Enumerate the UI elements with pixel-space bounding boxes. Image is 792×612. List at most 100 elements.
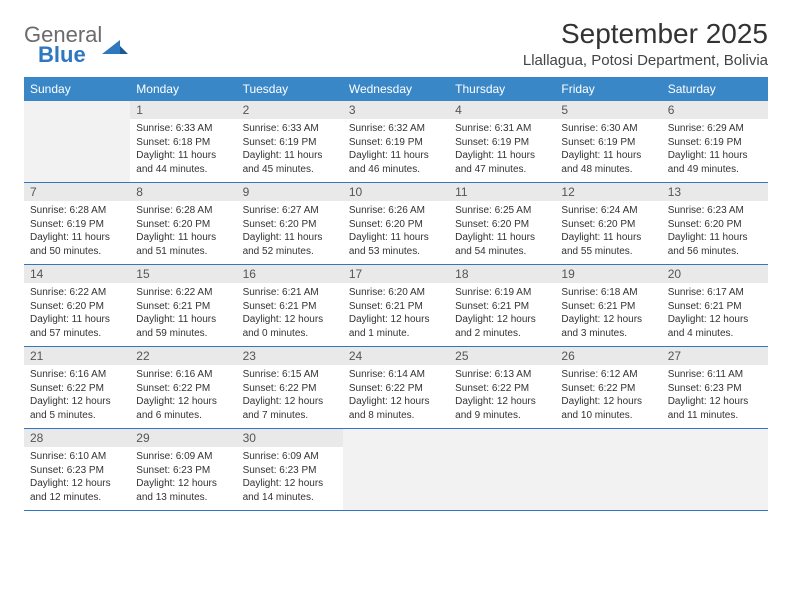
sunset-text: Sunset: 6:23 PM: [136, 464, 230, 478]
calendar-cell: [662, 429, 768, 510]
day-number: 29: [130, 429, 236, 447]
sunrise-text: Sunrise: 6:26 AM: [349, 204, 443, 218]
day-info: Sunrise: 6:09 AMSunset: 6:23 PMDaylight:…: [243, 450, 337, 504]
daylight-text: Daylight: 11 hours and 54 minutes.: [455, 231, 549, 258]
logo-mark-icon: [102, 36, 128, 58]
day-header-mon: Monday: [130, 77, 236, 101]
sunset-text: Sunset: 6:20 PM: [668, 218, 762, 232]
daylight-text: Daylight: 12 hours and 9 minutes.: [455, 395, 549, 422]
daylight-text: Daylight: 11 hours and 50 minutes.: [30, 231, 124, 258]
sunset-text: Sunset: 6:19 PM: [455, 136, 549, 150]
daylight-text: Daylight: 11 hours and 52 minutes.: [243, 231, 337, 258]
day-info: Sunrise: 6:26 AMSunset: 6:20 PMDaylight:…: [349, 204, 443, 258]
day-number: 18: [449, 265, 555, 283]
day-number: 15: [130, 265, 236, 283]
day-info: Sunrise: 6:29 AMSunset: 6:19 PMDaylight:…: [668, 122, 762, 176]
calendar-cell: 6 Sunrise: 6:29 AMSunset: 6:19 PMDaylight…: [662, 101, 768, 182]
week-row: 14Sunrise: 6:22 AMSunset: 6:20 PMDayligh…: [24, 265, 768, 347]
day-header-wed: Wednesday: [343, 77, 449, 101]
day-info: Sunrise: 6:09 AMSunset: 6:23 PMDaylight:…: [136, 450, 230, 504]
calendar-cell: 19Sunrise: 6:18 AMSunset: 6:21 PMDayligh…: [555, 265, 661, 346]
day-info: Sunrise: 6:22 AMSunset: 6:21 PMDaylight:…: [136, 286, 230, 340]
daylight-text: Daylight: 11 hours and 53 minutes.: [349, 231, 443, 258]
day-header-thu: Thursday: [449, 77, 555, 101]
calendar-cell: 14Sunrise: 6:22 AMSunset: 6:20 PMDayligh…: [24, 265, 130, 346]
calendar-cell: 24Sunrise: 6:14 AMSunset: 6:22 PMDayligh…: [343, 347, 449, 428]
calendar-cell: 28Sunrise: 6:10 AMSunset: 6:23 PMDayligh…: [24, 429, 130, 510]
calendar-cell: 18Sunrise: 6:19 AMSunset: 6:21 PMDayligh…: [449, 265, 555, 346]
day-number: 30: [237, 429, 343, 447]
daylight-text: Daylight: 12 hours and 5 minutes.: [30, 395, 124, 422]
calendar-cell: 1Sunrise: 6:33 AMSunset: 6:18 PMDaylight…: [130, 101, 236, 182]
calendar-cell: 30 Sunrise: 6:09 AMSunset: 6:23 PMDayligh…: [237, 429, 343, 510]
sunrise-text: Sunrise: 6:09 AM: [243, 450, 337, 464]
daylight-text: Daylight: 12 hours and 0 minutes.: [243, 313, 337, 340]
day-info: Sunrise: 6:25 AMSunset: 6:20 PMDaylight:…: [455, 204, 549, 258]
sunrise-text: Sunrise: 6:28 AM: [30, 204, 124, 218]
calendar-cell: 11Sunrise: 6:25 AMSunset: 6:20 PMDayligh…: [449, 183, 555, 264]
sunrise-text: Sunrise: 6:30 AM: [561, 122, 655, 136]
day-number: 25: [449, 347, 555, 365]
logo-text: General Blue: [24, 24, 102, 66]
day-number: 28: [24, 429, 130, 447]
sunrise-text: Sunrise: 6:09 AM: [136, 450, 230, 464]
sunrise-text: Sunrise: 6:25 AM: [455, 204, 549, 218]
day-number: 6: [662, 101, 768, 119]
sunset-text: Sunset: 6:22 PM: [136, 382, 230, 396]
daylight-text: Daylight: 12 hours and 2 minutes.: [455, 313, 549, 340]
daylight-text: Daylight: 11 hours and 47 minutes.: [455, 149, 549, 176]
sunset-text: Sunset: 6:19 PM: [349, 136, 443, 150]
calendar-cell: 2Sunrise: 6:33 AMSunset: 6:19 PMDaylight…: [237, 101, 343, 182]
day-header-row: Sunday Monday Tuesday Wednesday Thursday…: [24, 77, 768, 101]
sunrise-text: Sunrise: 6:24 AM: [561, 204, 655, 218]
day-number: 21: [24, 347, 130, 365]
daylight-text: Daylight: 11 hours and 49 minutes.: [668, 149, 762, 176]
calendar-cell: 10Sunrise: 6:26 AMSunset: 6:20 PMDayligh…: [343, 183, 449, 264]
sunset-text: Sunset: 6:23 PM: [668, 382, 762, 396]
day-number: 23: [237, 347, 343, 365]
sunset-text: Sunset: 6:20 PM: [30, 300, 124, 314]
day-number: 3: [343, 101, 449, 119]
location: Llallagua, Potosi Department, Bolivia: [523, 52, 768, 69]
calendar-cell: 29 Sunrise: 6:09 AMSunset: 6:23 PMDayligh…: [130, 429, 236, 510]
day-info: Sunrise: 6:11 AMSunset: 6:23 PMDaylight:…: [668, 368, 762, 422]
weeks-container: 1Sunrise: 6:33 AMSunset: 6:18 PMDaylight…: [24, 101, 768, 511]
sunset-text: Sunset: 6:21 PM: [668, 300, 762, 314]
day-info: Sunrise: 6:23 AMSunset: 6:20 PMDaylight:…: [668, 204, 762, 258]
day-info: Sunrise: 6:15 AMSunset: 6:22 PMDaylight:…: [243, 368, 337, 422]
daylight-text: Daylight: 11 hours and 46 minutes.: [349, 149, 443, 176]
day-info: Sunrise: 6:18 AMSunset: 6:21 PMDaylight:…: [561, 286, 655, 340]
day-info: Sunrise: 6:16 AMSunset: 6:22 PMDaylight:…: [136, 368, 230, 422]
sunset-text: Sunset: 6:19 PM: [561, 136, 655, 150]
day-header-sun: Sunday: [24, 77, 130, 101]
daylight-text: Daylight: 11 hours and 59 minutes.: [136, 313, 230, 340]
calendar-cell: [449, 429, 555, 510]
sunset-text: Sunset: 6:23 PM: [243, 464, 337, 478]
sunset-text: Sunset: 6:22 PM: [349, 382, 443, 396]
day-header-tue: Tuesday: [237, 77, 343, 101]
day-header-fri: Friday: [555, 77, 661, 101]
sunset-text: Sunset: 6:18 PM: [136, 136, 230, 150]
day-number: 1: [130, 101, 236, 119]
sunset-text: Sunset: 6:21 PM: [561, 300, 655, 314]
sunrise-text: Sunrise: 6:16 AM: [136, 368, 230, 382]
logo-word2: Blue: [38, 44, 102, 66]
day-header-sat: Saturday: [662, 77, 768, 101]
daylight-text: Daylight: 12 hours and 8 minutes.: [349, 395, 443, 422]
sunset-text: Sunset: 6:21 PM: [349, 300, 443, 314]
sunset-text: Sunset: 6:20 PM: [561, 218, 655, 232]
sunrise-text: Sunrise: 6:18 AM: [561, 286, 655, 300]
day-number: 24: [343, 347, 449, 365]
sunrise-text: Sunrise: 6:13 AM: [455, 368, 549, 382]
sunrise-text: Sunrise: 6:31 AM: [455, 122, 549, 136]
calendar-cell: 7Sunrise: 6:28 AMSunset: 6:19 PMDaylight…: [24, 183, 130, 264]
daylight-text: Daylight: 12 hours and 1 minute.: [349, 313, 443, 340]
calendar-cell: 23 Sunrise: 6:15 AMSunset: 6:22 PMDayligh…: [237, 347, 343, 428]
daylight-text: Daylight: 11 hours and 48 minutes.: [561, 149, 655, 176]
sunset-text: Sunset: 6:22 PM: [30, 382, 124, 396]
month-title: September 2025: [523, 18, 768, 50]
title-block: September 2025 Llallagua, Potosi Departm…: [523, 18, 768, 69]
day-number: 8: [130, 183, 236, 201]
day-info: Sunrise: 6:33 AMSunset: 6:19 PMDaylight:…: [243, 122, 337, 176]
sunrise-text: Sunrise: 6:17 AM: [668, 286, 762, 300]
